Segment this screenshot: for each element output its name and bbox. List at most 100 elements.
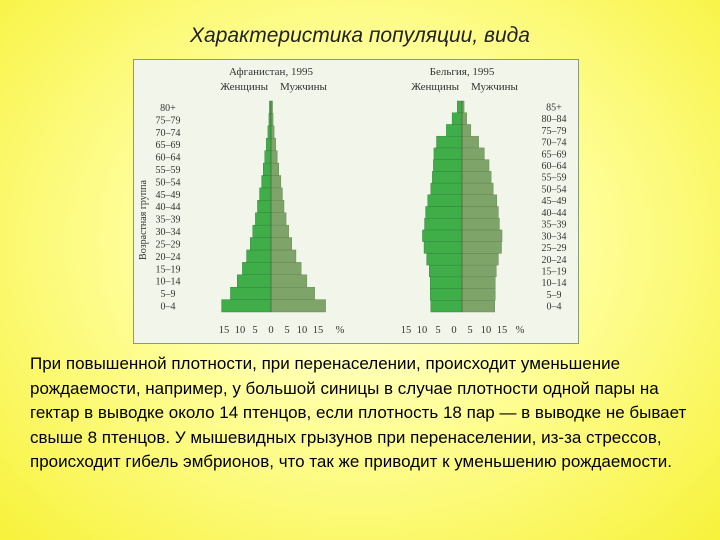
- bar-male: [461, 135, 479, 149]
- bar-male: [461, 147, 485, 160]
- bar-female: [432, 171, 463, 184]
- bar-male: [461, 253, 499, 266]
- chart-title: Бельгия, 1995: [430, 66, 495, 78]
- bar-male: [461, 218, 500, 231]
- bar-female: [446, 124, 463, 137]
- x-tick-label: 5: [435, 325, 440, 336]
- bar-male: [270, 200, 285, 213]
- bar-male: [270, 175, 282, 189]
- bar-male: [270, 249, 297, 263]
- bar-female: [430, 182, 463, 195]
- bar-male: [461, 124, 472, 137]
- bar-male: [461, 182, 494, 195]
- x-tick-label: 0: [268, 325, 273, 336]
- x-tick-label: 10: [235, 325, 246, 336]
- bar-male: [270, 162, 280, 176]
- bar-female: [261, 175, 272, 189]
- bar-female: [424, 218, 463, 231]
- x-tick-label: 15: [497, 325, 508, 336]
- x-tick-label: 5: [252, 325, 257, 336]
- bar-female: [433, 159, 463, 172]
- age-label: 85+: [546, 102, 562, 113]
- age-label: 10–14: [542, 278, 567, 289]
- age-label: 80–84: [542, 114, 567, 125]
- age-label: 30–34: [156, 227, 181, 238]
- x-tick-label: 15: [401, 325, 412, 336]
- age-label: 15–19: [542, 266, 567, 277]
- bar-female: [246, 249, 272, 263]
- bar-male: [461, 241, 502, 254]
- series-label-male: Мужчины: [280, 81, 327, 93]
- age-label: 55–59: [156, 165, 181, 176]
- bar-female: [430, 300, 463, 313]
- age-label: 65–69: [156, 140, 181, 151]
- bar-female: [433, 147, 463, 160]
- age-label: 5–9: [161, 289, 176, 300]
- age-label: 75–79: [156, 115, 181, 126]
- bar-male: [270, 274, 308, 288]
- age-label: 25–29: [542, 243, 567, 254]
- bar-female: [221, 299, 272, 313]
- age-label: 60–64: [156, 153, 181, 164]
- x-tick-label: 5: [284, 325, 289, 336]
- bar-female: [430, 276, 463, 289]
- x-tick-label: 0: [451, 325, 456, 336]
- bar-female: [427, 194, 463, 207]
- x-tick-label: 5: [467, 325, 472, 336]
- bar-male: [461, 264, 497, 278]
- y-axis-label: Возрастная группа: [138, 180, 149, 260]
- bar-male: [270, 262, 302, 275]
- bar-female: [266, 138, 272, 151]
- bar-male: [270, 237, 292, 251]
- bar-female: [429, 264, 463, 278]
- bar-male: [270, 212, 287, 226]
- age-label: 55–59: [542, 173, 567, 184]
- bar-male: [270, 286, 315, 300]
- x-tick-label: 10: [481, 325, 492, 336]
- bar-male: [270, 150, 278, 164]
- bar-female: [267, 125, 272, 139]
- age-label: 45–49: [156, 190, 181, 201]
- bar-female: [249, 237, 272, 251]
- age-label: 20–24: [156, 252, 181, 263]
- age-label: 35–39: [542, 220, 567, 231]
- bar-female: [423, 241, 463, 254]
- x-tick-label: %: [336, 325, 345, 336]
- age-label: 25–29: [156, 239, 181, 250]
- slide-title: Характеристика популяции, вида: [190, 24, 530, 47]
- bar-male: [270, 125, 275, 139]
- age-label: 0–4: [547, 302, 562, 313]
- age-label: 35–39: [156, 215, 181, 226]
- age-label: 75–79: [542, 126, 567, 137]
- bar-male: [461, 194, 498, 207]
- age-label: 5–9: [547, 290, 562, 301]
- x-tick-label: %: [516, 325, 525, 336]
- age-label: 40–44: [542, 208, 567, 219]
- bar-female: [264, 150, 272, 164]
- bar-male: [270, 224, 289, 238]
- bar-male: [461, 112, 467, 125]
- bar-female: [425, 206, 463, 219]
- bar-male: [461, 288, 496, 301]
- bar-female: [242, 262, 272, 275]
- series-label-female: Женщины: [411, 81, 459, 93]
- x-tick-label: 10: [417, 325, 428, 336]
- age-label: 70–74: [156, 128, 181, 139]
- bar-female: [436, 135, 463, 149]
- age-label: 30–34: [542, 231, 567, 242]
- age-label: 10–14: [156, 277, 181, 288]
- bar-female: [259, 187, 272, 201]
- age-label: 50–54: [542, 184, 567, 195]
- bar-female: [430, 288, 463, 301]
- age-label: 20–24: [542, 255, 567, 266]
- bar-male: [461, 276, 496, 289]
- bar-female: [426, 253, 463, 266]
- bar-female: [230, 286, 272, 300]
- bar-male: [270, 187, 283, 201]
- x-tick-label: 15: [313, 325, 324, 336]
- series-label-female: Женщины: [220, 81, 268, 93]
- bar-female: [252, 224, 272, 238]
- age-label: 15–19: [156, 264, 181, 275]
- chart-title: Афганистан, 1995: [229, 66, 313, 78]
